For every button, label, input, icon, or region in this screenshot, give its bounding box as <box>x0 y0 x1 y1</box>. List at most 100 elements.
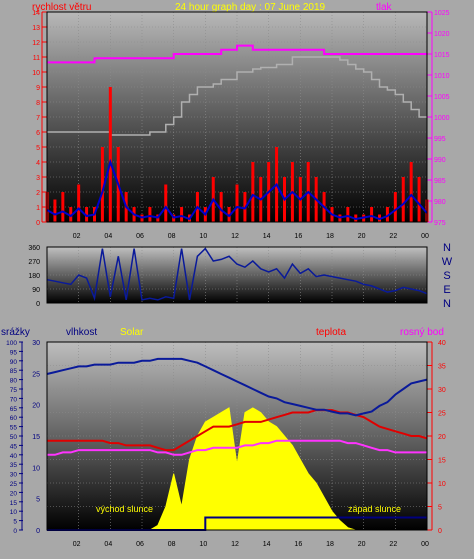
right-tick-label: 995 <box>434 136 446 143</box>
humidity-tick-label: 55 <box>10 425 18 432</box>
humidity-tick-label: 35 <box>10 462 18 469</box>
x-tick-label: 18 <box>326 233 334 240</box>
temp-tick-label: 5 <box>438 505 442 512</box>
x-tick-label: 14 <box>263 541 271 548</box>
solar-label: Solar <box>120 327 144 338</box>
x-tick-label: 10 <box>199 233 207 240</box>
right-tick-label: 1010 <box>434 73 450 80</box>
sunrise-label: východ slunce <box>96 504 153 514</box>
x-tick-label: 14 <box>263 233 271 240</box>
temp-tick-label: 35 <box>438 364 446 371</box>
temp-tick-label: 0 <box>438 528 442 535</box>
left-tick-label: 9 <box>36 85 40 92</box>
sunset-label: západ slunce <box>348 504 401 514</box>
temperature-axis-label: teplota <box>316 327 346 338</box>
middle-panel-frame <box>46 246 428 304</box>
humidity-tick-label: 75 <box>10 387 18 394</box>
compass-letter: E <box>443 284 450 296</box>
left-tick-label: 7 <box>36 115 40 122</box>
humidity-tick-label: 80 <box>10 378 18 385</box>
right-tick-label: 980 <box>434 199 446 206</box>
humidity-tick-label: 95 <box>10 349 18 356</box>
left-tick-label: 4 <box>36 160 40 167</box>
right-tick-label: 1020 <box>434 31 450 38</box>
compass-letter: W <box>442 256 453 268</box>
humidity-tick-label: 5 <box>13 519 17 526</box>
pressure-line <box>47 44 427 64</box>
rain-tick-label: 25 <box>32 371 40 378</box>
rain-axis-label: srážky <box>1 327 30 338</box>
humidity-tick-label: 45 <box>10 443 18 450</box>
left-tick-label: 10 <box>32 70 40 77</box>
left-tick-label: 6 <box>36 130 40 137</box>
direction-tick-label: 180 <box>28 273 40 280</box>
humidity-tick-label: 100 <box>6 340 17 347</box>
humidity-tick-label: 0 <box>13 528 17 535</box>
humidity-tick-label: 85 <box>10 368 18 375</box>
x-tick-label: 06 <box>136 233 144 240</box>
x-tick-label: 04 <box>104 233 112 240</box>
x-tick-label: 20 <box>358 233 366 240</box>
rain-tick-label: 5 <box>36 497 40 504</box>
left-tick-label: 11 <box>33 55 40 62</box>
x-tick-label: 06 <box>136 541 144 548</box>
x-tick-label: 16 <box>294 541 302 548</box>
rain-tick-label: 10 <box>32 465 40 472</box>
humidity-tick-label: 15 <box>10 500 18 507</box>
left-tick-label: 1 <box>36 205 40 212</box>
left-tick-label: 14 <box>32 10 40 17</box>
temp-tick-label: 20 <box>438 434 446 441</box>
series-gray-line <box>47 56 427 136</box>
x-tick-label: 16 <box>294 233 302 240</box>
dew-point-label: rosný bod <box>400 327 444 338</box>
right-tick-label: 1025 <box>434 10 450 17</box>
left-tick-label: 5 <box>36 145 40 152</box>
right-tick-label: 985 <box>434 178 446 185</box>
temp-tick-label: 25 <box>438 411 446 418</box>
x-tick-label: 18 <box>326 541 334 548</box>
rain-tick-label: 0 <box>36 528 40 535</box>
rain-tick-label: 15 <box>32 434 40 441</box>
compass-letter: N <box>443 298 451 310</box>
temp-tick-label: 40 <box>438 340 446 347</box>
humidity-tick-label: 20 <box>10 490 18 497</box>
left-tick-label: 12 <box>32 40 40 47</box>
rain-tick-label: 20 <box>32 403 40 410</box>
x-tick-label: 10 <box>199 541 207 548</box>
wind-speed-axis-label: rychlost větru <box>32 2 91 13</box>
direction-tick-label: 0 <box>36 301 40 308</box>
x-tick-label: 08 <box>168 233 176 240</box>
temp-tick-label: 15 <box>438 458 446 465</box>
right-tick-label: 975 <box>434 220 446 227</box>
left-tick-label: 2 <box>36 190 40 197</box>
temp-tick-label: 10 <box>438 481 446 488</box>
rain-tick-label: 30 <box>32 340 40 347</box>
humidity-tick-label: 50 <box>10 434 18 441</box>
left-tick-label: 13 <box>32 25 40 32</box>
x-tick-label: 22 <box>389 541 397 548</box>
x-tick-label: 22 <box>389 233 397 240</box>
left-tick-label: 0 <box>36 220 40 227</box>
humidity-axis-label: vlhkost <box>66 327 97 338</box>
humidity-tick-label: 65 <box>10 406 18 413</box>
humidity-tick-label: 25 <box>10 481 18 488</box>
x-tick-label: 02 <box>73 541 81 548</box>
humidity-tick-label: 90 <box>10 359 18 366</box>
humidity-tick-label: 60 <box>10 415 18 422</box>
top-panel-frame <box>46 11 428 223</box>
x-tick-label: 12 <box>231 233 239 240</box>
right-tick-label: 1000 <box>434 115 450 122</box>
direction-tick-label: 90 <box>32 287 40 294</box>
direction-tick-label: 360 <box>28 245 40 252</box>
humidity-line <box>46 357 428 417</box>
humidity-tick-label: 70 <box>10 396 18 403</box>
dew-point-line <box>47 439 427 456</box>
humidity-tick-label: 30 <box>10 472 18 479</box>
left-tick-label: 8 <box>36 100 40 107</box>
bottom-panel-frame <box>46 341 428 531</box>
wind-average-line <box>46 158 428 221</box>
humidity-tick-label: 10 <box>10 509 18 516</box>
